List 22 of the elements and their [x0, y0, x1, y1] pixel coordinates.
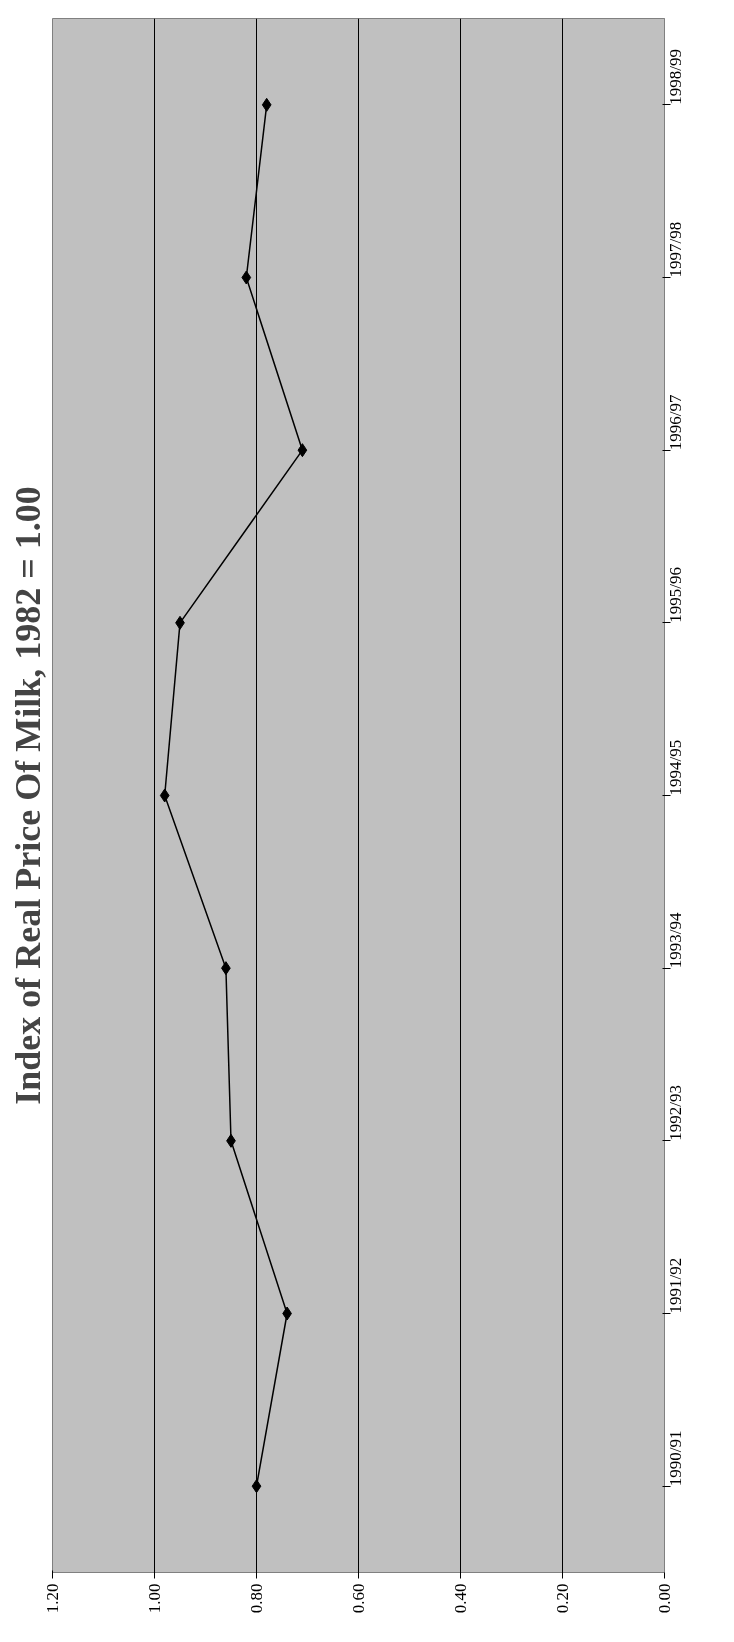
y-tick-label: 1998/99	[666, 49, 685, 105]
x-tick-label: 1.00	[145, 1583, 164, 1614]
y-tick-label: 1994/95	[666, 739, 685, 796]
y-tick-label: 1992/93	[666, 1085, 685, 1141]
y-tick-label: 1991/92	[666, 1257, 685, 1314]
y-tick-label: 1995/96	[666, 567, 685, 623]
y-tick-label: 1997/98	[666, 221, 685, 278]
x-tick-label: 0.00	[655, 1583, 674, 1614]
point	[241, 270, 252, 285]
x-tick-label: 1.20	[43, 1583, 62, 1614]
point	[297, 443, 308, 458]
x-tick-label: 0.20	[553, 1583, 572, 1614]
y-tick-label: 1990/91	[666, 1430, 685, 1487]
point	[251, 1479, 262, 1494]
x-tick-label: 0.80	[247, 1583, 266, 1614]
point	[159, 788, 170, 803]
y-tick-label: 1996/97	[666, 393, 685, 451]
x-tick-label: 0.60	[349, 1583, 368, 1614]
y-tick-label: 1993/94	[666, 911, 685, 969]
point	[261, 97, 272, 112]
x-tick-label: 0.40	[451, 1583, 470, 1614]
text: Index of Real Price Of Milk, 1982 = 1.00	[7, 486, 48, 1105]
